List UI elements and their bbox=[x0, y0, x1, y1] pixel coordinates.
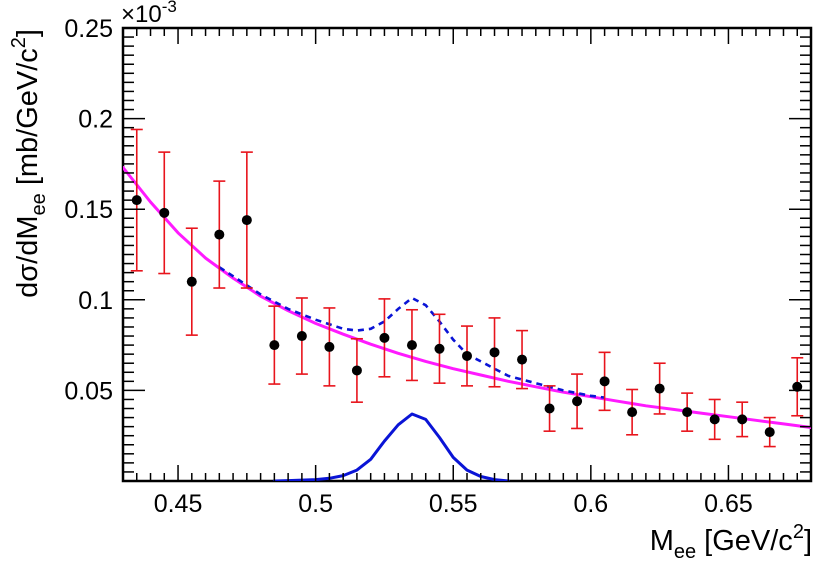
data-point bbox=[708, 398, 721, 441]
data-marker bbox=[186, 276, 197, 287]
data-marker bbox=[379, 332, 390, 343]
data-point bbox=[461, 325, 473, 387]
data-marker bbox=[682, 407, 693, 418]
plot-frame bbox=[121, 26, 813, 483]
y-multiplier: ×10-3 bbox=[121, 0, 177, 28]
data-point bbox=[736, 401, 749, 438]
x-tick-label: 0.55 bbox=[429, 490, 478, 518]
data-point bbox=[653, 362, 666, 415]
y-tick-label: 0.05 bbox=[64, 377, 113, 405]
y-tick-label: 0.1 bbox=[78, 287, 113, 315]
y-axis-title-group: dσ/dMee [mb/GeV/c2] bbox=[8, 29, 50, 298]
plot-area bbox=[121, 26, 813, 483]
data-point bbox=[268, 305, 281, 385]
data-point bbox=[213, 180, 226, 289]
y-tick-label: 0.2 bbox=[78, 106, 113, 134]
data-point bbox=[185, 227, 198, 336]
x-tick-label: 0.45 bbox=[154, 490, 203, 518]
x-tick-label: 0.5 bbox=[298, 490, 333, 518]
data-marker bbox=[709, 414, 720, 425]
data-marker bbox=[269, 340, 280, 351]
data-point bbox=[295, 297, 308, 375]
data-marker bbox=[489, 347, 500, 358]
x-tick-label: 0.65 bbox=[704, 490, 753, 518]
data-point bbox=[433, 313, 446, 384]
data-point bbox=[791, 356, 804, 417]
data-point bbox=[681, 392, 694, 432]
data-marker bbox=[792, 381, 803, 392]
data-marker bbox=[599, 376, 610, 387]
data-marker bbox=[737, 414, 748, 425]
data-point bbox=[571, 373, 584, 430]
data-point bbox=[488, 317, 501, 388]
y-tick-label: 0.25 bbox=[64, 15, 113, 43]
data-marker bbox=[406, 340, 417, 351]
y-tick-label: 0.15 bbox=[64, 196, 113, 224]
signal-curve bbox=[272, 412, 510, 481]
data-marker bbox=[517, 354, 528, 365]
data-marker bbox=[764, 427, 775, 438]
data-point bbox=[350, 337, 363, 403]
data-marker bbox=[572, 396, 583, 407]
data-marker bbox=[324, 341, 335, 352]
data-point bbox=[763, 416, 776, 448]
data-marker bbox=[627, 407, 638, 418]
data-marker bbox=[159, 207, 170, 218]
data-marker bbox=[351, 365, 362, 376]
data-marker bbox=[241, 215, 252, 226]
data-marker bbox=[131, 195, 142, 206]
data-marker bbox=[434, 343, 445, 354]
data-point bbox=[323, 307, 336, 387]
data-marker bbox=[654, 383, 665, 394]
chart-marks bbox=[123, 128, 811, 481]
data-point bbox=[598, 351, 611, 412]
y-axis-title: dσ/dMee [mb/GeV/c2] bbox=[8, 29, 50, 298]
data-point bbox=[516, 329, 529, 390]
data-point bbox=[626, 388, 639, 436]
data-point bbox=[130, 128, 143, 272]
data-point bbox=[378, 298, 391, 378]
data-point bbox=[158, 151, 171, 275]
data-point bbox=[543, 385, 556, 432]
data-marker bbox=[462, 350, 472, 361]
x-tick-label: 0.6 bbox=[573, 490, 608, 518]
data-point bbox=[405, 308, 418, 382]
data-marker bbox=[214, 229, 225, 240]
x-axis-title: Mee [GeV/c2] bbox=[650, 521, 812, 562]
data-marker bbox=[296, 331, 307, 342]
data-point bbox=[240, 151, 253, 289]
axes: 0.45 0.5 0.55 0.6 0.65 0.05 0.1 0.15 0.2 0.25 ×10-… bbox=[8, 0, 812, 562]
data-marker bbox=[544, 403, 555, 414]
